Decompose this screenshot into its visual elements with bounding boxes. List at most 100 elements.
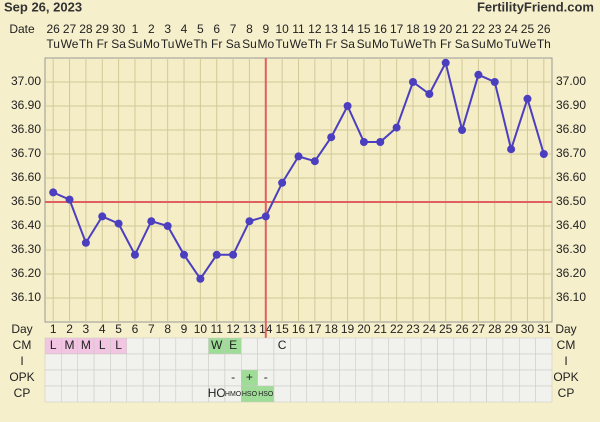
cycle-day: 23 <box>406 322 420 336</box>
cycle-day: 5 <box>115 322 122 336</box>
y-tick-label: 36.20 <box>11 266 41 280</box>
weekday-label: We <box>61 37 79 51</box>
temp-point <box>392 123 401 132</box>
cell <box>535 385 553 403</box>
cell-text: - <box>231 370 235 384</box>
cell <box>355 353 373 371</box>
chart-title: Sep 26, 2023 <box>4 0 82 14</box>
date-label: 27 <box>63 22 77 36</box>
y-tick-label: 36.90 <box>11 98 41 112</box>
cell <box>420 337 438 355</box>
temp-point <box>163 222 172 230</box>
date-label: Date <box>9 22 35 36</box>
date-label: 24 <box>504 22 518 36</box>
cell <box>453 353 471 371</box>
cell-text: + <box>246 370 253 384</box>
temp-point <box>408 78 417 86</box>
cell <box>44 353 62 371</box>
weekday-label: Th <box>537 37 551 51</box>
row-label: I <box>564 354 567 368</box>
cell <box>453 385 471 403</box>
cell <box>437 369 455 387</box>
date-label: 17 <box>390 22 404 36</box>
cell <box>175 369 193 387</box>
temp-point <box>278 178 287 187</box>
cell <box>388 337 406 355</box>
y-tick-label: 37.00 <box>556 74 586 88</box>
temp-point <box>147 217 156 226</box>
temp-point <box>98 212 107 221</box>
y-tick-label: 36.80 <box>11 122 41 136</box>
cell <box>290 369 307 387</box>
cell-text: L <box>115 338 122 352</box>
cycle-day: 4 <box>99 322 106 336</box>
cell-text: M <box>65 338 75 352</box>
date-label: 23 <box>488 22 502 36</box>
cell <box>502 337 520 355</box>
cell <box>535 353 553 371</box>
cell <box>191 353 209 371</box>
date-label: 10 <box>275 22 289 36</box>
cycle-day: 26 <box>455 322 469 336</box>
cell <box>93 385 111 403</box>
cell <box>355 337 373 355</box>
temp-point <box>425 90 434 98</box>
date-label: 18 <box>406 22 420 36</box>
y-tick-label: 36.90 <box>556 98 586 112</box>
cell <box>388 385 406 403</box>
cell <box>535 337 553 355</box>
temp-point <box>507 145 516 154</box>
cell <box>224 353 242 371</box>
cell <box>77 385 95 403</box>
cell <box>142 353 160 371</box>
cell <box>290 385 307 403</box>
date-label: 2 <box>148 22 155 36</box>
temp-point <box>474 70 483 79</box>
cycle-day: 9 <box>181 322 188 336</box>
cycle-day: 31 <box>537 322 551 336</box>
y-tick-label: 36.10 <box>556 290 586 304</box>
cycle-day: 7 <box>148 322 155 336</box>
cell <box>191 385 209 403</box>
temp-point <box>245 217 254 226</box>
temp-point <box>458 126 467 134</box>
y-tick-label: 36.70 <box>556 146 586 160</box>
cycle-day: 12 <box>226 322 240 336</box>
cell <box>486 385 504 403</box>
cycle-day: 16 <box>292 322 306 336</box>
cell <box>486 337 504 355</box>
cell <box>126 353 144 371</box>
cell-text: HSO <box>242 391 258 398</box>
weekday-label: Th <box>422 37 436 51</box>
date-label: 9 <box>262 22 269 36</box>
date-label: 4 <box>181 22 188 36</box>
weekday-label: Th <box>308 37 322 51</box>
cell <box>469 385 487 403</box>
cycle-day: 15 <box>275 322 289 336</box>
weekday-label: Sa <box>111 37 126 51</box>
cell <box>437 337 455 355</box>
weekday-label: Tu <box>161 37 175 51</box>
cycle-day: 21 <box>374 322 388 336</box>
cycle-day: 22 <box>390 322 404 336</box>
date-label: 1 <box>132 22 139 36</box>
cycle-day: 8 <box>164 322 171 336</box>
temp-point <box>81 238 90 247</box>
cell <box>322 337 340 355</box>
weekday-label: Mo <box>372 37 389 51</box>
cell <box>142 337 160 355</box>
weekday-label: Mo <box>486 37 503 51</box>
weekday-label: We <box>404 37 422 51</box>
cell <box>371 385 389 403</box>
cell <box>61 353 78 371</box>
cell <box>469 353 487 371</box>
y-tick-label: 36.40 <box>11 218 41 232</box>
cell <box>142 385 160 403</box>
cell <box>388 369 406 387</box>
y-tick-label: 36.20 <box>556 266 586 280</box>
cell <box>519 353 536 371</box>
weekday-label: Fr <box>440 37 451 51</box>
cell <box>322 385 340 403</box>
day-label: Day <box>11 322 32 336</box>
weekday-label: Th <box>193 37 207 51</box>
